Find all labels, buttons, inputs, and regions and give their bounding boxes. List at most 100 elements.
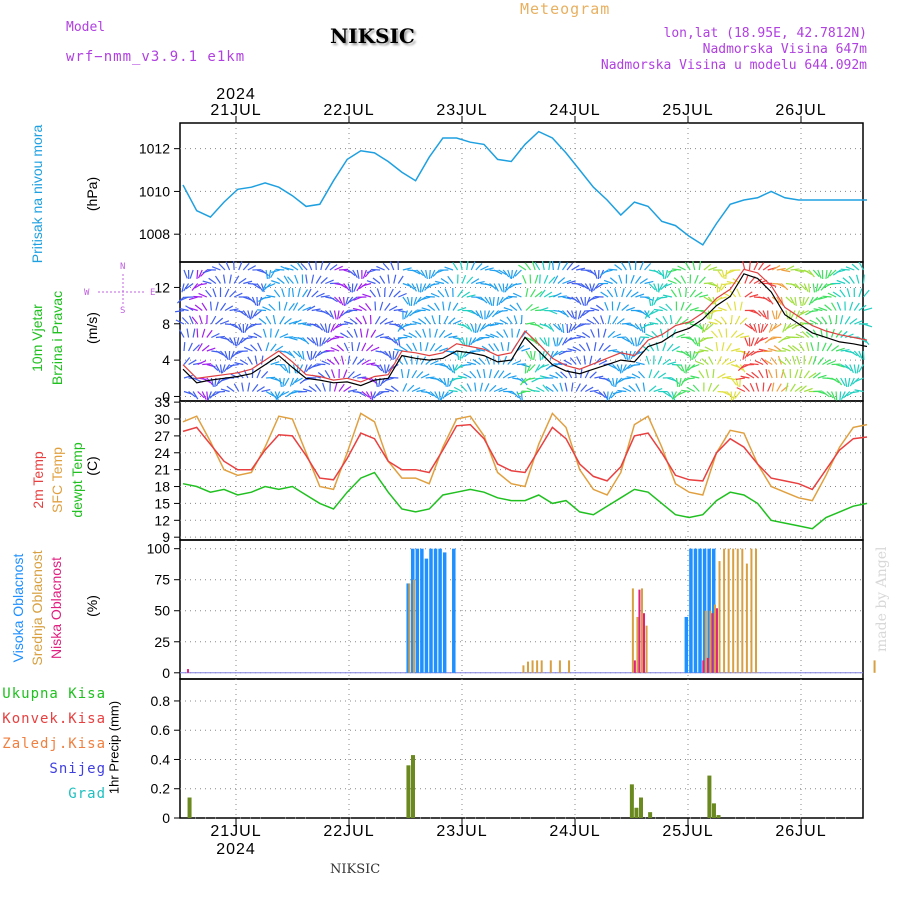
wind-barb: [562, 279, 572, 285]
cloud-bar: [732, 548, 735, 673]
wind-barb: [510, 269, 513, 280]
panel-frame: [179, 122, 864, 263]
wind-barb: [662, 342, 667, 352]
wind-barb: [621, 364, 627, 373]
wind-barb: [197, 282, 207, 286]
cloud-bar: [684, 616, 689, 673]
panel-frame: [179, 400, 864, 541]
wind-barb: [220, 320, 230, 325]
wind-barb: [862, 289, 870, 298]
wind-barb: [333, 356, 340, 365]
wind-barb: [379, 317, 388, 325]
wind-barb: [671, 345, 680, 352]
wind-barb: [478, 357, 486, 365]
wind-barb: [813, 308, 823, 312]
wind-barb: [844, 333, 854, 339]
wind-barb: [400, 369, 404, 379]
wind-barb: [312, 350, 317, 360]
wind-barb: [648, 385, 657, 392]
wind-barb: [489, 283, 497, 290]
pressure-line: [182, 130, 867, 246]
wind-barb: [412, 342, 418, 352]
wind-barb: [234, 362, 244, 366]
wind-barb: [840, 330, 848, 338]
wind-barb: [268, 269, 272, 279]
wind-barb: [680, 301, 685, 311]
wind-barb: [443, 315, 449, 325]
wind-barb: [790, 282, 799, 289]
wind-barb: [224, 350, 229, 360]
wind-barb: [466, 276, 474, 284]
wind-barb: [416, 269, 424, 277]
wind-barb: [238, 261, 243, 271]
wind-barb: [705, 323, 714, 331]
wind-barb: [790, 310, 796, 319]
sfc-temp-line: [182, 412, 868, 502]
wind-barb: [739, 377, 741, 388]
wind-barb: [220, 350, 227, 359]
wind-barb: [608, 391, 614, 400]
wind-barb: [586, 318, 595, 325]
panel-frame: [179, 539, 864, 680]
wind-barb: [371, 391, 377, 401]
wind-barb: [405, 310, 413, 318]
wind-barb: [489, 384, 497, 392]
wind-barb: [206, 377, 214, 386]
wind-barb: [333, 382, 338, 392]
wind-barb: [466, 294, 476, 298]
wind-barb: [306, 337, 315, 344]
wind-barb: [349, 318, 358, 325]
cloud-bar: [641, 588, 643, 673]
wind-barb: [649, 309, 659, 315]
wind-barb: [528, 364, 536, 372]
wind-barb: [726, 343, 732, 352]
wind-barb: [530, 337, 538, 345]
wind-barb: [721, 269, 725, 279]
wind-barb: [794, 269, 804, 273]
wind-barb: [582, 331, 591, 338]
wind-barb: [628, 261, 632, 271]
wind-barb: [247, 335, 258, 339]
wind-barb: [379, 301, 384, 311]
wind-barb: [695, 360, 705, 366]
wind-barb: [831, 302, 837, 311]
wind-barb: [805, 331, 814, 338]
wind-barb: [329, 296, 338, 303]
wind-barb: [734, 391, 741, 399]
wind-barb: [637, 337, 641, 347]
wind-barb: [435, 280, 445, 285]
wind-barb: [798, 343, 805, 352]
wind-barb: [844, 316, 851, 325]
wind-barb: [257, 342, 263, 352]
wind-barb: [839, 289, 846, 298]
wind-barb: [371, 268, 381, 271]
wind-barb: [283, 377, 290, 387]
wind-barb: [243, 336, 253, 340]
wind-barb: [521, 274, 527, 284]
wind-barb: [507, 375, 517, 379]
wind-barb: [256, 369, 262, 379]
cloud-bar: [707, 548, 711, 673]
wind-barb: [362, 293, 372, 298]
wind-barb: [655, 317, 664, 325]
wind-barb: [268, 303, 276, 311]
wind-barb: [644, 296, 654, 301]
wind-barb: [648, 283, 656, 291]
wind-barb: [220, 388, 230, 393]
wind-barb: [836, 269, 846, 273]
wind-barb: [694, 291, 703, 298]
wind-barb: [720, 316, 728, 325]
wind-barb: [831, 377, 840, 384]
wind-barb: [274, 377, 283, 384]
wind-barb: [284, 336, 294, 339]
wind-barb: [701, 323, 705, 333]
wind-barb: [279, 333, 289, 339]
wind-barb: [680, 318, 689, 325]
wind-barb: [448, 317, 456, 325]
wind-barb: [421, 307, 431, 312]
wind-barb: [744, 291, 753, 298]
wind-barb: [343, 320, 353, 325]
wind-barb: [840, 363, 850, 369]
wind-barb: [742, 350, 746, 360]
wind-barb: [775, 368, 778, 379]
